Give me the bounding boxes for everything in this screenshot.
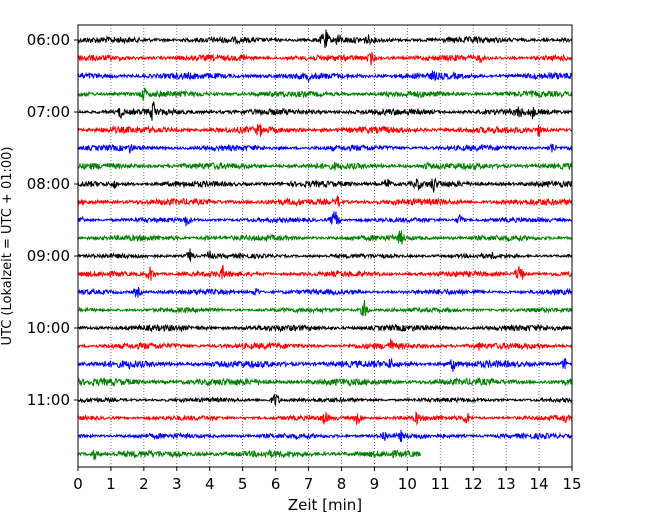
seismic-trace-row-3 — [77, 87, 573, 101]
seismic-trace-row-8 — [77, 177, 573, 194]
x-tick-label: 7 — [304, 475, 314, 493]
x-tick-label: 15 — [562, 475, 581, 493]
seismic-trace-row-7 — [77, 160, 573, 171]
y-tick-label: 07:00 — [27, 103, 70, 121]
x-axis-label: Zeit [min] — [288, 496, 362, 514]
seismic-trace-row-13 — [77, 264, 573, 281]
y-tick-label: 11:00 — [27, 391, 70, 409]
seismic-trace-row-23 — [77, 448, 421, 461]
x-tick-label: 1 — [106, 475, 116, 493]
y-axis-label: UTC (Lokalzeit = UTC + 01:00) — [0, 147, 15, 346]
x-tick-label: 4 — [205, 475, 215, 493]
seismic-trace-row-15 — [77, 300, 573, 317]
y-tick-label: 09:00 — [27, 247, 70, 265]
seismic-trace-row-1 — [77, 52, 573, 66]
seismic-trace-row-10 — [77, 211, 573, 227]
seismic-trace-row-22 — [77, 429, 573, 442]
x-tick-label: 13 — [497, 475, 516, 493]
x-tick-label: 11 — [431, 475, 450, 493]
x-tick-label: 5 — [238, 475, 248, 493]
x-tick-label: 10 — [398, 475, 417, 493]
seismic-trace-row-0 — [77, 29, 573, 49]
x-tick-label: 3 — [172, 475, 182, 493]
y-tick-label: 08:00 — [27, 175, 70, 193]
seismic-trace-row-9 — [77, 195, 573, 208]
seismic-trace-row-4 — [77, 101, 573, 121]
plot-frame — [77, 24, 573, 468]
seismic-trace-row-17 — [77, 338, 573, 352]
seismic-trace-row-21 — [77, 410, 573, 426]
seismic-trace-row-14 — [77, 287, 573, 298]
seismic-trace-row-5 — [78, 122, 573, 137]
x-tick-label: 0 — [73, 475, 83, 493]
seismic-trace-row-12 — [77, 248, 573, 262]
x-tick-label: 12 — [464, 475, 483, 493]
x-tick-label: 2 — [139, 475, 149, 493]
x-tick-label: 14 — [530, 475, 549, 493]
x-tick-label: 8 — [337, 475, 347, 493]
seismic-trace-row-18 — [77, 358, 573, 372]
seismic-trace-row-20 — [77, 393, 573, 406]
seismic-trace-row-6 — [77, 143, 573, 154]
seismic-trace-row-19 — [77, 376, 573, 388]
x-tick-label: 9 — [370, 475, 380, 493]
seismic-trace-row-2 — [77, 70, 573, 84]
seismic-trace-row-16 — [77, 323, 573, 333]
x-tick-label: 6 — [271, 475, 281, 493]
y-tick-label: 06:00 — [27, 31, 70, 49]
y-tick-label: 10:00 — [27, 319, 70, 337]
seismic-trace-row-11 — [77, 230, 573, 245]
